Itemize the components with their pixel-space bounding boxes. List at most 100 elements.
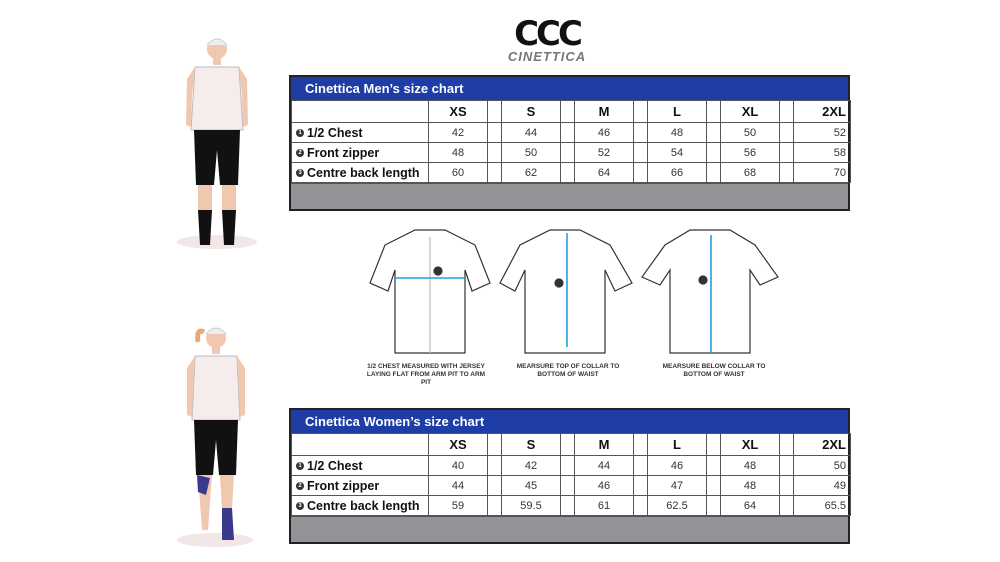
spacer-cell	[487, 495, 502, 516]
spacer-cell	[706, 495, 721, 516]
value-cell: 50	[720, 122, 780, 143]
jersey-measurement-diagrams	[369, 229, 779, 354]
value-cell: 44	[428, 475, 488, 496]
women-size-chart: Cinettica Women’s size chart XS S M L XL 2XL 1…	[289, 408, 851, 544]
value-cell: 64	[574, 162, 634, 183]
value-cell: 48	[428, 142, 488, 163]
value-cell: 48	[720, 455, 780, 476]
spacer-cell	[779, 162, 794, 183]
spacer-cell	[560, 433, 575, 456]
size-header-xs: XS	[428, 433, 488, 456]
value-cell: 49	[793, 475, 851, 496]
male-rider-figure	[177, 38, 257, 249]
measurement-number-icon: 3	[296, 502, 304, 511]
spacer-cell	[633, 100, 648, 123]
value-cell: 48	[720, 475, 780, 496]
spacer-cell	[633, 455, 648, 476]
size-header-s: S	[501, 100, 561, 123]
spacer-cell	[706, 162, 721, 183]
jersey-back-length-diagram	[641, 229, 779, 354]
value-cell: 68	[720, 162, 780, 183]
spacer-cell	[560, 162, 575, 183]
spacer-cell	[560, 475, 575, 496]
measurement-label: 2 Front zipper	[291, 142, 429, 163]
size-header-row: XS S M L XL 2XL	[291, 100, 851, 123]
size-header-2xl: 2XL	[793, 433, 851, 456]
value-cell: 42	[501, 455, 561, 476]
measurement-number-icon: 1	[296, 129, 304, 138]
men-chart-title: Cinettica Men’s size chart	[291, 77, 848, 100]
spacer-cell	[633, 433, 648, 456]
table-row: 2 Front zipper 44 45 46 47 48 49	[291, 475, 851, 496]
measurement-name: 1/2 Chest	[307, 458, 363, 473]
women-chart-footer	[291, 516, 848, 542]
spacer-cell	[560, 455, 575, 476]
measurement-label: 1 1/2 Chest	[291, 122, 429, 143]
value-cell: 52	[793, 122, 851, 143]
value-cell: 59	[428, 495, 488, 516]
measurement-name: Front zipper	[307, 478, 380, 493]
caption-chest: 1/2 CHEST MEASURED WITH JERSEY LAYING FL…	[366, 363, 486, 386]
table-row: 3 Centre back length 59 59.5 61 62.5 64 65.5	[291, 495, 851, 516]
spacer-cell	[779, 122, 794, 143]
value-cell: 61	[574, 495, 634, 516]
value-cell: 40	[428, 455, 488, 476]
table-row: 1 1/2 Chest 40 42 44 46 48 50	[291, 455, 851, 476]
value-cell: 56	[720, 142, 780, 163]
spacer-cell	[487, 455, 502, 476]
spacer-cell	[706, 433, 721, 456]
spacer-cell	[633, 475, 648, 496]
women-size-table: XS S M L XL 2XL 1 1/2 Chest 40 42 44 46 48 50 2 Front z…	[291, 433, 851, 516]
spacer-cell	[560, 142, 575, 163]
measurement-name: Centre back length	[307, 498, 420, 513]
value-cell: 44	[574, 455, 634, 476]
value-cell: 58	[793, 142, 851, 163]
caption-back-length: MEARSURE BELOW COLLAR TO BOTTOM OF WAIST	[662, 363, 766, 378]
value-cell: 42	[428, 122, 488, 143]
measurement-number-icon: 3	[296, 169, 304, 178]
spacer-cell	[779, 495, 794, 516]
value-cell: 50	[793, 455, 851, 476]
spacer-cell	[487, 162, 502, 183]
spacer-cell	[706, 142, 721, 163]
value-cell: 64	[720, 495, 780, 516]
spacer-cell	[706, 100, 721, 123]
value-cell: 54	[647, 142, 707, 163]
measurement-label: 2 Front zipper	[291, 475, 429, 496]
spacer-cell	[487, 100, 502, 123]
caption-front-zipper: MEARSURE TOP OF COLLAR TO BOTTOM OF WAIS…	[516, 363, 620, 378]
spacer-cell	[560, 100, 575, 123]
spacer-cell	[779, 100, 794, 123]
value-cell: 47	[647, 475, 707, 496]
spacer-cell	[706, 122, 721, 143]
measurement-number-icon: 1	[296, 462, 304, 471]
logo-wordmark: CINETTICA	[507, 49, 587, 64]
spacer-cell	[560, 122, 575, 143]
spacer-cell	[706, 475, 721, 496]
spacer-cell	[633, 162, 648, 183]
jersey-chest-diagram	[369, 229, 491, 354]
logo-mark: CCC	[514, 14, 583, 54]
female-rider-figure	[177, 327, 253, 547]
size-header-xl: XL	[720, 100, 780, 123]
size-header-m: M	[574, 100, 634, 123]
spacer-cell	[560, 495, 575, 516]
men-size-chart: Cinettica Men’s size chart XS S M L XL 2XL 1 1/…	[289, 75, 851, 211]
women-chart-title: Cinettica Women’s size chart	[291, 410, 848, 433]
spacer-cell	[779, 475, 794, 496]
value-cell: 62.5	[647, 495, 707, 516]
measurement-name: Front zipper	[307, 145, 380, 160]
spacer-cell	[706, 455, 721, 476]
spacer-cell	[779, 455, 794, 476]
size-header-l: L	[647, 100, 707, 123]
value-cell: 46	[574, 122, 634, 143]
value-cell: 66	[647, 162, 707, 183]
table-row: 1 1/2 Chest 42 44 46 48 50 52	[291, 122, 851, 143]
size-header-s: S	[501, 433, 561, 456]
size-header-xl: XL	[720, 433, 780, 456]
value-cell: 70	[793, 162, 851, 183]
spacer-cell	[633, 122, 648, 143]
value-cell: 59.5	[501, 495, 561, 516]
spacer-cell	[487, 142, 502, 163]
spacer-cell	[487, 433, 502, 456]
